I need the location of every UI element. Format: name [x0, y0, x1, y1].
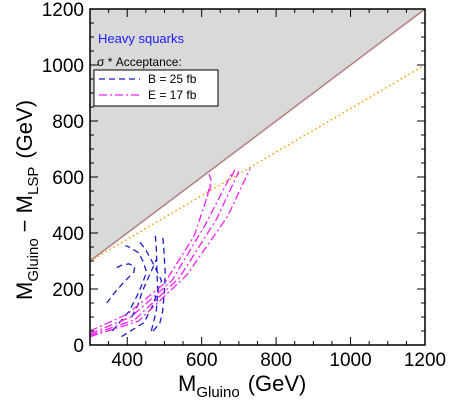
legend-label-e: E = 17 fb [148, 88, 197, 102]
boundary-line [90, 9, 425, 262]
legend-box [93, 69, 219, 107]
y-tick-label: 200 [52, 280, 84, 301]
series-e-curve-5 [206, 173, 212, 197]
series-e-curve-2 [90, 173, 232, 335]
y-axis-title-unit: (GeV) [12, 100, 37, 159]
x-tick-label: 1200 [404, 350, 446, 371]
series-b [106, 232, 166, 338]
series-b-curve-5 [152, 235, 166, 332]
x-tick-label: 800 [260, 350, 292, 371]
series-b-curve-6 [150, 232, 159, 332]
legend-label-b: B = 25 fb [148, 72, 197, 86]
series-b-curve-4 [131, 257, 158, 318]
y-tick-label: 600 [52, 168, 84, 189]
series-e-curve-3 [90, 171, 240, 336]
x-axis-title-main: M [178, 371, 196, 396]
series-b-curve-1 [121, 239, 163, 338]
series-b-curve-3 [106, 263, 136, 304]
dotted-line [90, 64, 425, 262]
x-tick-label: 1000 [329, 350, 371, 371]
series-e [90, 168, 251, 338]
series-e-curve-6 [230, 168, 236, 178]
legend: σ * Acceptance: B = 25 fb E = 17 fb [93, 55, 219, 107]
x-axis-title-sub: Gluino [196, 384, 239, 401]
x-axis-title-unit: (GeV) [248, 371, 307, 396]
y-axis-title-dash: − M [12, 195, 37, 232]
y-tick-label: 400 [52, 224, 84, 245]
y-axis-title: MGluino − MLSP (GeV) [12, 100, 42, 300]
y-tick-label: 0 [73, 336, 84, 357]
y-tick-label: 1200 [42, 0, 84, 21]
y-axis-title-main: M [12, 282, 37, 300]
x-tick-label: 400 [111, 350, 143, 371]
region-label: Heavy squarks [98, 31, 184, 46]
series-e-curve-1 [90, 185, 212, 332]
x-axis-title: MGluino (GeV) [178, 371, 306, 401]
y-tick-label: 800 [52, 112, 84, 133]
y-axis-title-sub2: LSP [25, 167, 42, 195]
x-tick-label: 600 [186, 350, 218, 371]
legend-title: σ * Acceptance: [97, 55, 182, 69]
y-tick-label: 1000 [42, 56, 84, 77]
series-b-curve-2 [111, 244, 148, 332]
series-e-curve-4 [90, 168, 251, 338]
y-axis-title-sub1: Gluino [25, 238, 42, 281]
